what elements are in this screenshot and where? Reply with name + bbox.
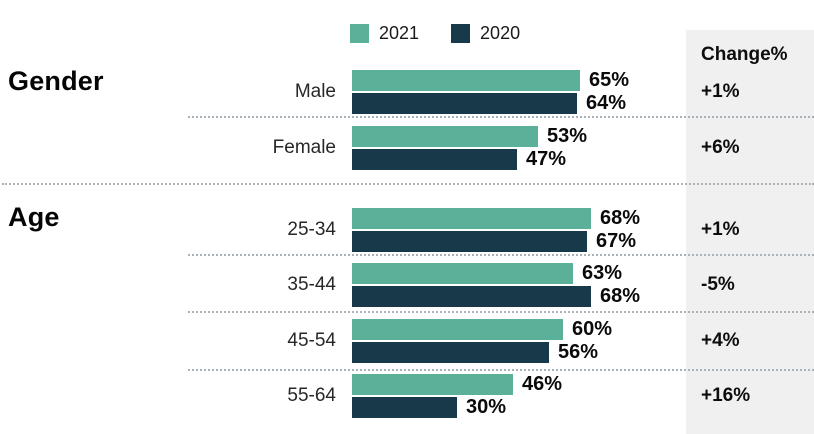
bar-2020	[352, 93, 577, 114]
section-title-age: Age	[8, 202, 60, 232]
bar-2021	[352, 374, 513, 395]
bar-value-2020: 56%	[558, 341, 599, 363]
bar-pair: 65% 64%	[352, 69, 630, 114]
bar-value-2020: 47%	[526, 148, 567, 170]
bar-pair: 46% 30%	[352, 373, 563, 418]
category-label: 45-54	[287, 330, 336, 351]
bar-2021	[352, 70, 580, 91]
legend-swatch-2021	[350, 24, 369, 43]
bar-value-2021: 60%	[572, 318, 613, 340]
bar-pair: 60% 56%	[352, 318, 613, 363]
bar-value-2021: 53%	[547, 125, 588, 147]
change-value-male: +1%	[701, 81, 740, 102]
bar-2021	[352, 208, 591, 229]
bar-2020	[352, 342, 549, 363]
category-label: 55-64	[287, 385, 336, 406]
bar-2020	[352, 149, 517, 170]
bar-2021	[352, 319, 563, 340]
change-value-35-44: -5%	[701, 274, 735, 295]
change-column-header: Change%	[701, 44, 788, 65]
change-value-25-34: +1%	[701, 219, 740, 240]
chart-row-female: Female 53% 47%	[0, 125, 814, 170]
bar-value-2020: 30%	[466, 396, 507, 418]
change-value-45-54: +4%	[701, 330, 740, 351]
bar-pair: 63% 68%	[352, 262, 641, 307]
row-separator	[188, 311, 814, 313]
change-value-55-64: +16%	[701, 385, 751, 406]
section-title-gender: Gender	[8, 66, 104, 96]
row-separator	[188, 254, 814, 256]
legend-label-2021: 2021	[379, 23, 420, 43]
bar-2020	[352, 231, 587, 252]
row-separator	[188, 369, 814, 371]
bar-value-2021: 65%	[589, 69, 630, 91]
chart-legend: 2021 2020	[350, 23, 520, 44]
legend-item-2021: 2021	[350, 23, 419, 44]
chart-row-55-64: 55-64 46% 30%	[0, 373, 814, 418]
row-separator	[188, 116, 814, 118]
bar-value-2021: 63%	[582, 262, 623, 284]
change-column-panel	[686, 30, 814, 434]
chart-row-25-34: 25-34 68% 67%	[0, 207, 814, 252]
bar-2021	[352, 263, 573, 284]
chart-row-45-54: 45-54 60% 56%	[0, 318, 814, 363]
bar-2021	[352, 126, 538, 147]
legend-swatch-2020	[451, 24, 471, 43]
bar-value-2020: 64%	[586, 92, 627, 114]
category-label: Female	[272, 137, 336, 158]
chart-row-35-44: 35-44 63% 68%	[0, 262, 814, 307]
category-label: 35-44	[287, 274, 336, 295]
bar-value-2021: 68%	[600, 207, 641, 229]
bar-pair: 68% 67%	[352, 207, 641, 252]
section-separator	[2, 183, 814, 185]
change-value-female: +6%	[701, 137, 740, 158]
bar-pair: 53% 47%	[352, 125, 588, 170]
category-label: Male	[294, 81, 336, 102]
bar-2020	[352, 286, 591, 307]
bar-2020	[352, 397, 457, 418]
legend-label-2020: 2020	[480, 23, 521, 43]
legend-item-2020: 2020	[451, 23, 520, 44]
bar-value-2020: 68%	[600, 285, 641, 307]
bar-value-2021: 46%	[522, 373, 563, 395]
bar-value-2020: 67%	[596, 230, 637, 252]
category-label: 25-34	[287, 219, 336, 240]
chart-row-male: Male 65% 64%	[0, 69, 814, 114]
